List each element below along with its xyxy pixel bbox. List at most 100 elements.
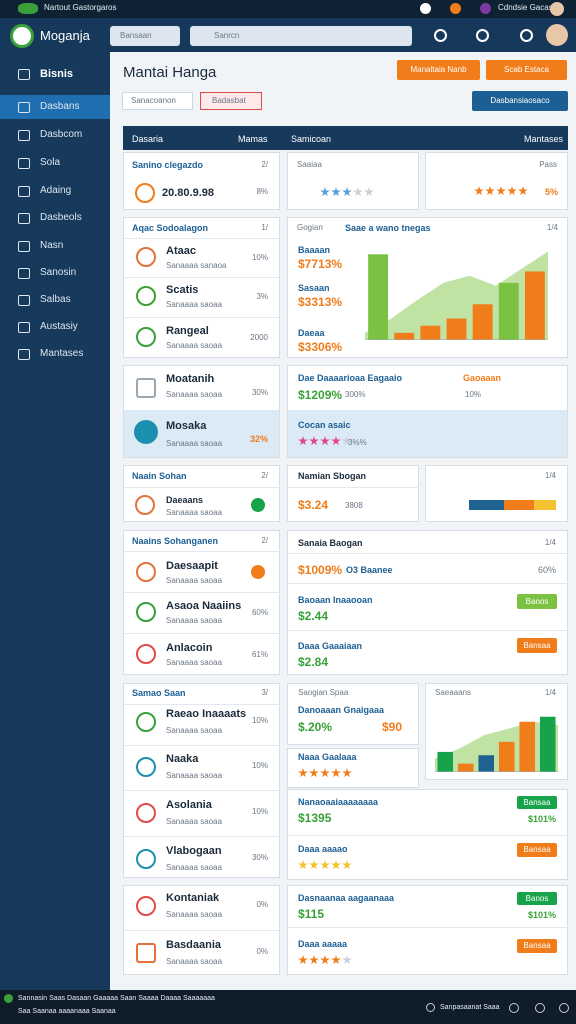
item-pct: 30%: [251, 388, 268, 397]
star: [309, 768, 319, 778]
button[interactable]: [517, 892, 557, 905]
footer-icon[interactable]: [509, 1003, 519, 1013]
tab-label: Sanacoanon: [131, 96, 176, 105]
nav-icon[interactable]: [18, 268, 30, 279]
bar: [472, 304, 493, 340]
star: [320, 768, 330, 778]
top-icon[interactable]: [480, 3, 491, 14]
chart-tag: 1/4: [546, 223, 558, 232]
item-name: Daesaapit: [166, 560, 218, 572]
button[interactable]: [517, 796, 557, 809]
nav-icon[interactable]: [18, 349, 30, 360]
metric-value: $3313%: [298, 295, 343, 309]
row-value: $2.44: [298, 609, 329, 623]
nav-icon[interactable]: [18, 69, 30, 80]
star: [320, 955, 330, 965]
nav-icon[interactable]: [18, 322, 30, 333]
icon: [135, 183, 155, 203]
bar: [446, 318, 467, 340]
list-title: Naain Sohan: [132, 471, 187, 481]
panel-tag: 1/4: [544, 538, 556, 547]
nav-icon[interactable]: [18, 295, 30, 306]
nav-icon[interactable]: [18, 102, 30, 113]
nav-icon[interactable]: [18, 158, 30, 169]
nav-icon[interactable]: [18, 241, 30, 252]
footer-icon[interactable]: [426, 1003, 435, 1012]
star: [298, 860, 308, 870]
chart-tag: 1/4: [544, 688, 556, 697]
star: [309, 860, 319, 870]
avatar[interactable]: [546, 24, 568, 46]
button-label: Bansaa: [523, 941, 551, 950]
avatar[interactable]: [550, 2, 564, 16]
nav-icon[interactable]: [18, 186, 30, 197]
divider: [287, 553, 568, 554]
brand: Nartout Gastorgaros: [44, 3, 117, 12]
footer-icon[interactable]: [535, 1003, 545, 1013]
bar: [368, 254, 389, 340]
star: [298, 436, 308, 446]
button-label: Banos: [525, 596, 549, 606]
header-icon[interactable]: [434, 29, 447, 42]
metric-label: Baaaan: [298, 245, 331, 255]
footer: [0, 990, 576, 1024]
button[interactable]: [517, 638, 557, 653]
bar: [539, 716, 556, 772]
card: [425, 465, 568, 522]
item-name: Raeao Inaaaats: [166, 708, 247, 720]
star: [309, 955, 319, 965]
star: [496, 186, 506, 196]
button[interactable]: [517, 594, 557, 609]
header-icon[interactable]: [476, 29, 489, 42]
button[interactable]: [486, 60, 567, 80]
button[interactable]: [517, 939, 557, 953]
footer-text: Saa Saanaa aaaanaaa Saanaa: [18, 1008, 116, 1015]
item-sub: Sanaaaa saoaa: [166, 616, 223, 625]
item-name: Asolania: [166, 799, 212, 811]
item-sub: Sanaaaa saoaa: [166, 390, 223, 399]
select-box[interactable]: [110, 26, 180, 46]
bar: [519, 721, 536, 772]
row-label: Dasnaanaa aagaanaaa: [298, 893, 395, 903]
row-value: $1395: [298, 811, 332, 825]
item-pct: 10%: [251, 807, 268, 816]
icon: [136, 803, 156, 823]
divider: [123, 316, 280, 318]
tab[interactable]: [122, 92, 193, 110]
progress-segment: [503, 500, 535, 510]
star: [364, 187, 374, 197]
item-pct: 61%: [251, 650, 268, 659]
header-icon[interactable]: [520, 29, 533, 42]
panel-sub: O3 Baanee: [346, 565, 393, 575]
footer-icon[interactable]: [559, 1003, 569, 1013]
star: [320, 187, 330, 197]
button[interactable]: [517, 843, 557, 857]
column-header: Samicoan: [291, 134, 332, 144]
star: [342, 860, 352, 870]
panel-value: $1009%: [298, 563, 343, 577]
bar: [420, 325, 441, 340]
tab[interactable]: [200, 92, 262, 110]
card: [287, 748, 419, 788]
item-sub: Sanaaaa saoaa: [166, 863, 223, 872]
star: [298, 768, 308, 778]
panel-value: 10%: [465, 390, 482, 399]
item-sub: Sanaaaa saoaa: [166, 439, 223, 448]
top-icon[interactable]: [450, 3, 461, 14]
item-pct: 10%: [251, 253, 268, 262]
status-dot: [251, 498, 265, 512]
nav-item: Dasbeols: [40, 212, 82, 223]
nav-icon[interactable]: [18, 213, 30, 224]
star: [331, 768, 341, 778]
nav-icon[interactable]: [18, 130, 30, 141]
button[interactable]: [472, 91, 568, 111]
card: [287, 152, 419, 210]
search-box[interactable]: [190, 26, 412, 46]
button-label: Bansaa: [523, 797, 551, 807]
icon: [136, 757, 156, 777]
icon: [136, 286, 156, 306]
button[interactable]: [397, 60, 480, 80]
top-icon[interactable]: [420, 3, 431, 14]
item-pct: 10%: [251, 761, 268, 770]
button-label: Manaltaia Nanb: [410, 65, 467, 74]
